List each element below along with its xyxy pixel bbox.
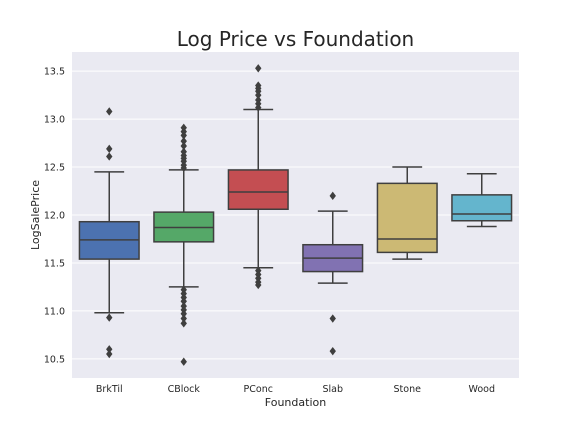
box-BrkTil xyxy=(78,107,140,359)
outlier-point xyxy=(329,346,336,356)
outlier-point xyxy=(106,349,113,359)
outlier-point xyxy=(255,64,262,73)
box-Slab xyxy=(302,191,364,356)
box-Wood xyxy=(451,173,513,228)
outlier-point xyxy=(106,313,113,322)
y-tick-labels: 10.5 11.0 11.5 12.0 12.5 13.0 13.5 xyxy=(44,67,65,366)
box-PConc xyxy=(227,64,289,290)
outlier-point xyxy=(180,131,187,140)
outlier-point xyxy=(180,163,187,173)
outlier-point xyxy=(255,103,262,112)
x-tick-labels: BrkTil CBlock PConc Slab Stone Wood xyxy=(96,384,495,395)
x-tick-label: CBlock xyxy=(168,384,201,395)
outlier-point xyxy=(106,152,113,161)
outlier-point xyxy=(180,314,187,323)
box-iqr xyxy=(376,182,438,254)
outlier-point xyxy=(106,345,113,354)
x-tick-label: BrkTil xyxy=(96,384,123,395)
y-tick-label: 11.0 xyxy=(44,306,65,317)
y-tick-label: 11.5 xyxy=(44,258,65,269)
outlier-point xyxy=(180,141,187,151)
chart-title: Log Price vs Foundation xyxy=(177,27,414,51)
x-tick-label: Wood xyxy=(469,384,496,395)
y-tick-label: 10.5 xyxy=(44,354,65,365)
outlier-point xyxy=(180,297,187,306)
outlier-point xyxy=(180,357,187,366)
outlier-point xyxy=(329,191,336,200)
outlier-point xyxy=(255,90,262,100)
outlier-point xyxy=(180,309,187,318)
outlier-point xyxy=(329,314,336,323)
box-iqr xyxy=(451,194,513,222)
x-tick-label: PConc xyxy=(244,384,273,395)
outlier-point xyxy=(180,319,187,328)
y-axis-label: LogSalePrice xyxy=(29,180,42,250)
y-tick-label: 12.0 xyxy=(44,211,65,222)
x-tick-label: Slab xyxy=(322,384,343,395)
y-tick-label: 13.5 xyxy=(44,67,65,78)
outlier-point xyxy=(106,107,113,116)
outlier-point xyxy=(106,144,113,154)
box-CBlock xyxy=(153,123,215,366)
gridlines xyxy=(72,70,519,360)
outlier-point xyxy=(180,137,187,146)
box-iqr xyxy=(227,169,289,210)
y-tick-label: 12.5 xyxy=(44,163,65,174)
x-tick-label: Stone xyxy=(394,384,422,395)
outlier-point xyxy=(255,280,262,290)
y-tick-label: 13.0 xyxy=(44,115,65,126)
boxes-group xyxy=(78,64,513,366)
box-Stone xyxy=(376,166,438,260)
x-axis-label: Foundation xyxy=(265,396,326,409)
